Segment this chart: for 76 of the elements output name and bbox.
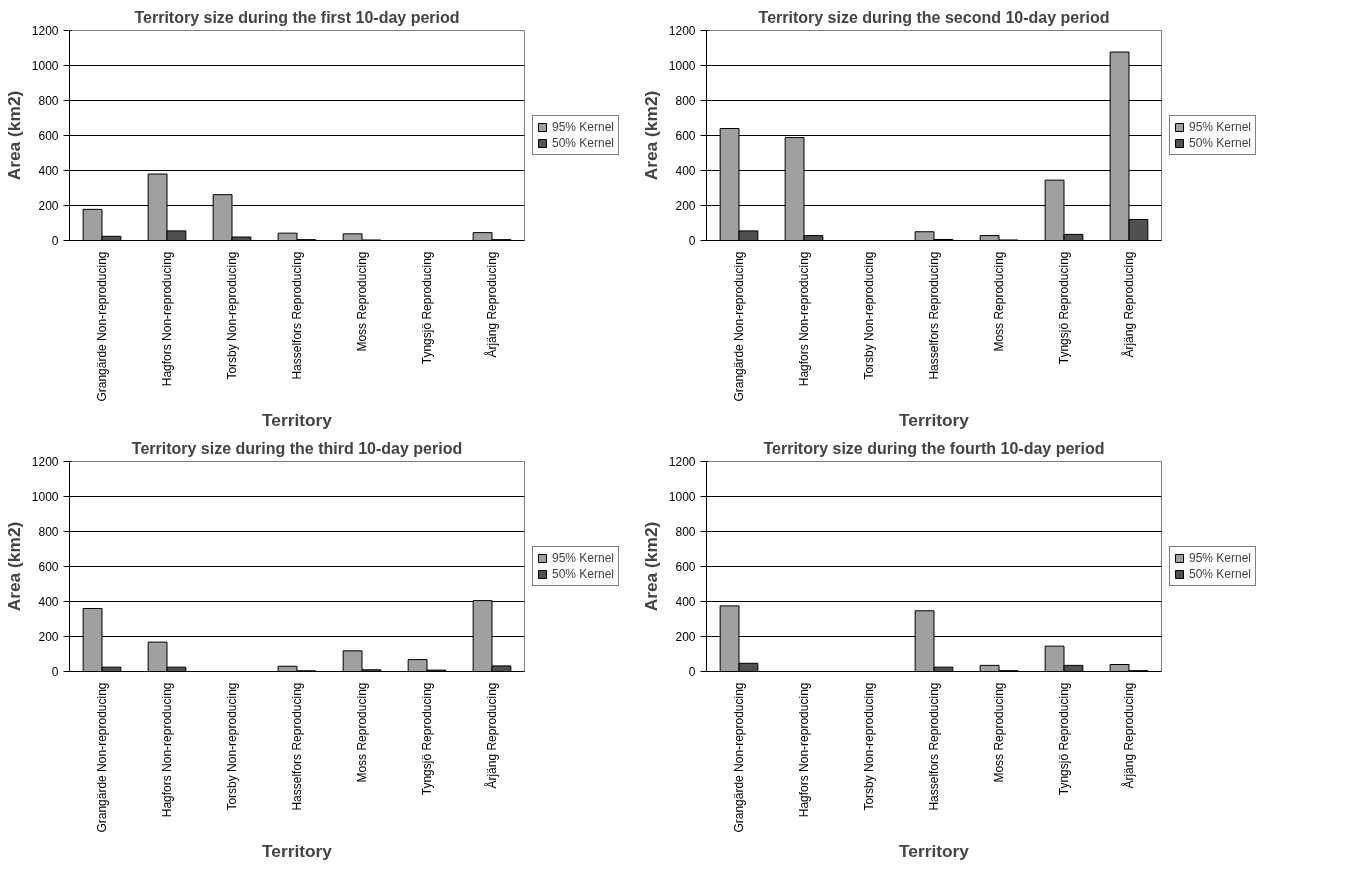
y-tick-label: 800: [675, 525, 696, 539]
y-axis-title: Area (km2): [640, 521, 661, 612]
y-tick-label: 1000: [668, 59, 696, 73]
y-tick-label: 0: [688, 665, 696, 679]
x-tick-label: Tyngsjö Reproducing: [420, 682, 434, 796]
y-axis-title: Area (km2): [3, 90, 24, 181]
y-tick-label: 0: [51, 665, 59, 679]
y-tick-label: 200: [675, 199, 696, 213]
x-tick-label: Tyngsjö Reproducing: [1057, 251, 1071, 365]
x-tick-label: Hasselfors Reproducing: [927, 682, 941, 811]
x-tick-label: Hasselfors Reproducing: [927, 251, 941, 380]
y-tick-label: 600: [675, 129, 696, 143]
x-tick-label: Årjäng Reproducing: [1121, 682, 1136, 789]
y-tick-label: 800: [38, 525, 59, 539]
y-tick-label: 1000: [668, 490, 696, 504]
x-tick-label: Torsby Non-reproducing: [225, 682, 239, 811]
y-tick-label: 1000: [31, 59, 59, 73]
x-tick-label: Torsby Non-reproducing: [862, 251, 876, 380]
x-tick-label: Årjäng Reproducing: [1121, 251, 1136, 358]
y-tick-label: 600: [675, 560, 696, 574]
y-tick-label: 200: [675, 630, 696, 644]
y-tick-label: 600: [38, 560, 59, 574]
y-tick-label: 0: [51, 234, 59, 248]
x-tick-label: Grangärde Non-reproducing: [732, 682, 746, 833]
x-tick-label: Hasselfors Reproducing: [290, 251, 304, 380]
x-axis-title: Territory: [262, 840, 333, 861]
x-tick-label: Moss Reproducing: [992, 682, 1006, 783]
y-tick-label: 800: [38, 94, 59, 108]
legend-label: 95% Kernel: [1189, 551, 1252, 565]
x-tick-label: Grangärde Non-reproducing: [95, 251, 109, 402]
x-tick-label: Hagfors Non-reproducing: [160, 251, 174, 387]
x-tick-label: Hagfors Non-reproducing: [160, 682, 174, 818]
chart-title: Territory size during the first 10-day period: [134, 8, 460, 26]
chart-title: Territory size during the second 10-day period: [758, 8, 1110, 26]
y-tick-label: 200: [38, 199, 59, 213]
y-tick-label: 1200: [31, 455, 59, 469]
chart-title: Territory size during the third 10-day period: [131, 439, 463, 457]
x-tick-label: Tyngsjö Reproducing: [1057, 682, 1071, 796]
x-axis-title: Territory: [262, 409, 333, 430]
y-tick-label: 400: [675, 595, 696, 609]
x-tick-label: Hagfors Non-reproducing: [797, 251, 811, 387]
x-axis-title: Territory: [899, 409, 970, 430]
x-axis-title: Territory: [899, 840, 970, 861]
y-tick-label: 600: [38, 129, 59, 143]
chart-title: Territory size during the fourth 10-day period: [763, 439, 1105, 457]
legend-label: 95% Kernel: [552, 120, 615, 134]
legend-label: 95% Kernel: [1189, 120, 1252, 134]
x-tick-label: Hasselfors Reproducing: [290, 682, 304, 811]
y-axis-title: Area (km2): [640, 90, 661, 181]
y-tick-label: 200: [38, 630, 59, 644]
x-tick-label: Torsby Non-reproducing: [862, 682, 876, 811]
y-tick-label: 400: [675, 164, 696, 178]
y-tick-label: 1000: [31, 490, 59, 504]
y-tick-label: 1200: [31, 24, 59, 38]
x-tick-label: Årjäng Reproducing: [484, 251, 499, 358]
x-tick-label: Grangärde Non-reproducing: [95, 682, 109, 833]
y-axis-title: Area (km2): [3, 521, 24, 612]
x-tick-label: Moss Reproducing: [355, 251, 369, 352]
x-tick-label: Hagfors Non-reproducing: [797, 682, 811, 818]
legend-label: 50% Kernel: [552, 567, 615, 581]
x-tick-label: Moss Reproducing: [992, 251, 1006, 352]
x-tick-label: Årjäng Reproducing: [484, 682, 499, 789]
y-tick-label: 400: [38, 595, 59, 609]
y-tick-label: 400: [38, 164, 59, 178]
legend-label: 50% Kernel: [1189, 136, 1252, 150]
x-tick-label: Tyngsjö Reproducing: [420, 251, 434, 365]
y-tick-label: 1200: [668, 24, 696, 38]
legend-label: 50% Kernel: [552, 136, 615, 150]
x-tick-label: Grangärde Non-reproducing: [732, 251, 746, 402]
legend-label: 50% Kernel: [1189, 567, 1252, 581]
y-tick-label: 0: [688, 234, 696, 248]
y-tick-label: 800: [675, 94, 696, 108]
legend-label: 95% Kernel: [552, 551, 615, 565]
x-tick-label: Torsby Non-reproducing: [225, 251, 239, 380]
x-tick-label: Moss Reproducing: [355, 682, 369, 783]
y-tick-label: 1200: [668, 455, 696, 469]
